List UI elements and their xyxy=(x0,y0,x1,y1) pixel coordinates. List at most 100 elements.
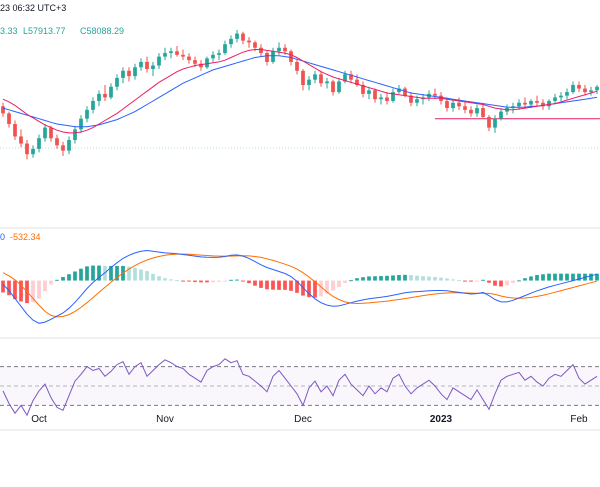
macd-histogram-bar xyxy=(505,280,509,286)
macd-histogram-bar xyxy=(535,275,539,281)
candle-body xyxy=(583,88,587,93)
candle-body xyxy=(535,100,539,103)
candle-body xyxy=(373,90,377,100)
candle-body xyxy=(175,51,179,55)
candle-body xyxy=(109,86,113,98)
macd-histogram-bar xyxy=(565,273,569,281)
candle-body xyxy=(289,51,293,62)
candle-body xyxy=(181,54,185,57)
candle-body xyxy=(463,106,467,110)
moving-averages-layer xyxy=(2,49,598,134)
candle-body xyxy=(115,77,119,87)
macd-histogram-bar xyxy=(187,280,191,282)
macd-histogram-bar xyxy=(175,280,179,282)
candle-body xyxy=(79,118,83,130)
ma-slow-line xyxy=(2,55,598,128)
candle-body xyxy=(541,102,545,107)
candle-body xyxy=(451,102,455,109)
macd-histogram-bar xyxy=(427,276,431,281)
macd-histogram-bar xyxy=(463,280,467,282)
candles-layer[interactable] xyxy=(1,30,599,160)
rsi-pane[interactable] xyxy=(0,358,600,417)
macd-histogram-bar xyxy=(541,274,545,281)
candle-body xyxy=(187,56,191,61)
candle-body xyxy=(139,61,143,68)
macd-histogram-bar xyxy=(445,278,449,281)
macd-histogram-bar xyxy=(325,280,329,294)
candle-body xyxy=(481,108,485,117)
x-tick-label: Nov xyxy=(156,414,174,425)
candle-body xyxy=(61,145,65,151)
candle-body xyxy=(283,47,287,52)
macd-histogram-bar xyxy=(133,267,137,281)
macd-histogram-bar xyxy=(457,280,461,282)
rsi-line xyxy=(2,358,598,417)
macd-legend-value: -532.34 xyxy=(10,232,41,242)
candle-body xyxy=(199,63,203,68)
candle-body xyxy=(73,129,77,140)
candle-body xyxy=(91,100,95,110)
macd-histogram-bar xyxy=(433,277,437,281)
candle-body xyxy=(127,70,131,77)
macd-histogram-bar xyxy=(31,280,35,303)
candle-body xyxy=(277,47,281,52)
candle-body xyxy=(241,33,245,41)
candle-body xyxy=(229,38,233,45)
candle-body xyxy=(385,97,389,101)
candle-body xyxy=(145,61,149,70)
macd-histogram-bar xyxy=(469,280,473,282)
candle-body xyxy=(205,58,209,68)
candle-body xyxy=(325,81,329,84)
candle-body xyxy=(301,70,305,85)
candle-body xyxy=(19,136,23,144)
macd-histogram-bar xyxy=(127,266,131,281)
candle-body xyxy=(517,102,521,107)
candle-body xyxy=(361,85,365,94)
candle-body xyxy=(211,54,215,59)
candle-body xyxy=(43,127,47,139)
candle-body xyxy=(37,138,41,149)
macd-histogram-bar xyxy=(349,280,353,282)
macd-histogram-bar xyxy=(229,279,233,281)
candle-body xyxy=(487,116,491,128)
candle-body xyxy=(415,99,419,103)
candle-body xyxy=(469,109,473,114)
macd-histogram-bar xyxy=(451,279,455,281)
candle-body xyxy=(259,47,263,54)
macd-histogram-bar xyxy=(511,280,515,283)
macd-pane[interactable] xyxy=(1,249,599,324)
candle-body xyxy=(571,85,575,93)
macd-histogram-bar xyxy=(259,280,263,288)
candle-body xyxy=(163,53,167,57)
candle-body xyxy=(319,74,323,84)
macd-histogram-bar xyxy=(373,276,377,281)
candle-body xyxy=(595,86,599,91)
macd-histogram-bar xyxy=(205,280,209,283)
candle-body xyxy=(295,61,299,71)
macd-histogram-bar xyxy=(559,273,563,281)
macd-histogram-bar xyxy=(547,273,551,281)
candle-body xyxy=(169,51,173,54)
candle-body xyxy=(157,56,161,66)
candle-body xyxy=(349,74,353,80)
macd-histogram-bar xyxy=(355,278,359,281)
candle-body xyxy=(499,111,503,119)
macd-histogram-bar xyxy=(415,275,419,281)
candle-body xyxy=(547,100,551,107)
x-axis: Oct Nov Dec 2023 Feb xyxy=(31,414,588,425)
macd-histogram-bar xyxy=(1,280,5,293)
candle-body xyxy=(403,88,407,96)
candle-body xyxy=(7,113,11,125)
macd-histogram-bar xyxy=(595,273,599,281)
macd-histogram-bar xyxy=(397,275,401,281)
candle-body xyxy=(433,93,437,96)
macd-histogram-bar xyxy=(529,276,533,281)
candle-body xyxy=(31,148,35,155)
macd-histogram-bar xyxy=(253,280,257,286)
candle-body xyxy=(1,106,5,114)
macd-histogram-bar xyxy=(571,273,575,281)
candle-body xyxy=(13,124,17,137)
macd-histogram-bar xyxy=(181,280,185,282)
macd-histogram-bar xyxy=(67,274,71,281)
